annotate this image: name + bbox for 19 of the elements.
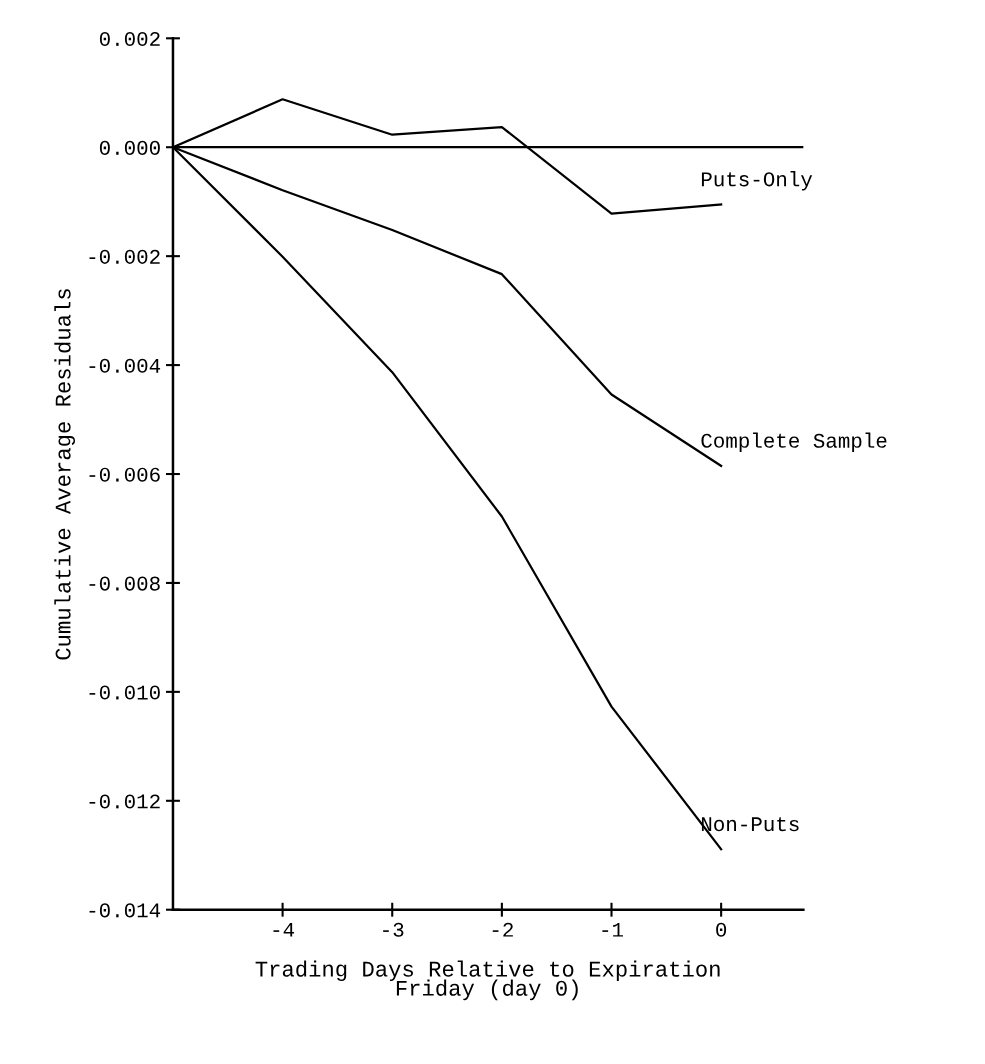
y-tick-label: -0.004 — [89, 358, 161, 373]
x-tick-label: 0 — [716, 922, 727, 937]
y-axis-title: Cumulative Average Residuals — [54, 289, 76, 660]
y-tick-label: -0.006 — [89, 467, 160, 482]
x-tick-label: -4 — [273, 922, 295, 937]
x-tick-label: -1 — [602, 922, 623, 937]
y-tick-label: 0.002 — [99, 31, 160, 47]
x-tick-label: -3 — [383, 922, 404, 937]
x-tick-label: -2 — [492, 922, 513, 937]
series-label: Non-Puts — [701, 817, 799, 832]
y-tick-label: -0.014 — [89, 903, 161, 918]
series-label: Puts-Only — [701, 171, 813, 191]
y-tick-label: -0.008 — [89, 576, 160, 591]
y-tick-label: 0.000 — [99, 140, 160, 155]
y-tick-label: -0.010 — [89, 685, 160, 700]
y-tick-label: -0.002 — [89, 249, 160, 264]
y-tick-label: -0.012 — [89, 794, 160, 809]
series-label: Complete Sample — [701, 432, 887, 452]
x-axis-title: Trading Days Relative to Expiration Friday (day 0) — [255, 960, 720, 1001]
